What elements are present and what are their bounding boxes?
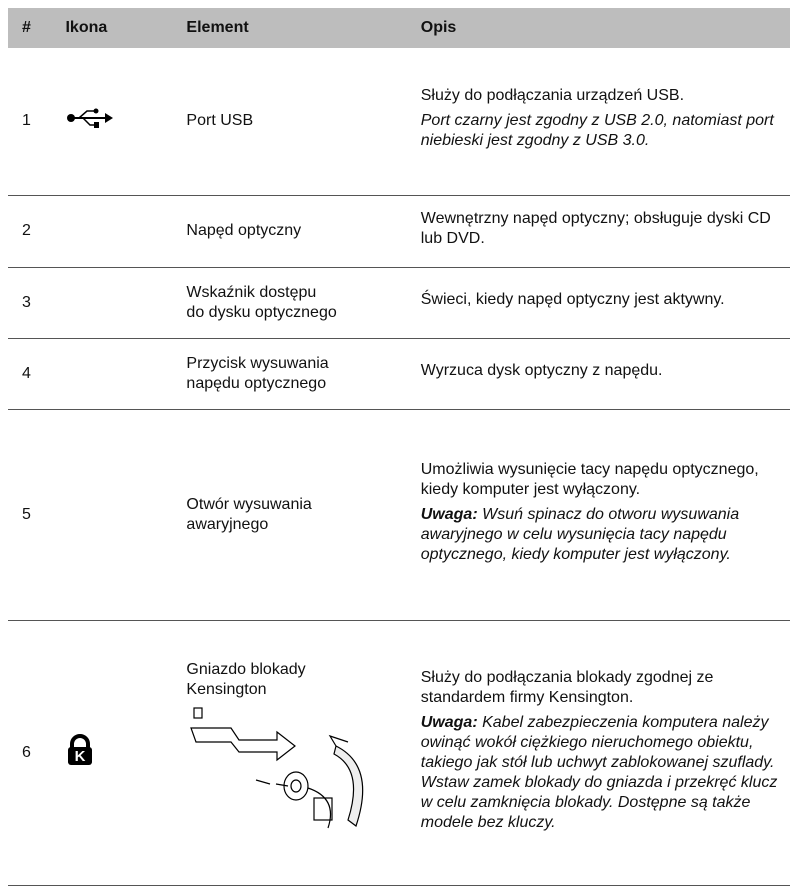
description-cell: Umożliwia wysunięcie tacy napędu optyczn… [420, 409, 790, 621]
paragraph: Wewnętrzny napęd optyczny; obsługuje dys… [421, 209, 784, 249]
header-cell: Element [186, 8, 421, 48]
icon-cell [65, 48, 187, 196]
svg-text:K: K [75, 748, 86, 765]
element-line: Otwór wysuwania [186, 495, 312, 513]
element-line: Przycisk wysuwania [186, 354, 329, 372]
element-line: Wskaźnik dostępu [186, 283, 317, 301]
element-line: Port USB [186, 112, 254, 130]
element-line: awaryjnego [186, 515, 269, 533]
number-cell: 1 [8, 48, 66, 196]
number-cell: 2 [8, 195, 66, 268]
icon-cell [65, 409, 187, 621]
paragraph: Służy do podłączania urządzeń USB. [421, 86, 784, 106]
note-label: Uwaga: [420, 505, 478, 523]
row: 5 Otwór wysuwania awaryjnego Umożliwia wysu… [8, 409, 790, 621]
paragraph: Służy do podłączania blokady zgodnej ze … [421, 668, 784, 708]
number-cell: 5 [8, 409, 66, 621]
header-cell: # [8, 8, 66, 48]
kensington-icon: K [68, 733, 93, 765]
row: 4 Przycisk wysuwania napędu optycznego Wyrz… [8, 338, 790, 410]
paragraph: Świeci, kiedy napęd optyczny jest aktywn… [421, 290, 784, 310]
header-cell: Ikona [65, 8, 187, 48]
spec-table: # Ikona Element Opis 1 Port USB Służy do p… [8, 8, 790, 886]
element-line: napędu optycznego [186, 374, 327, 392]
paragraph: Umożliwia wysunięcie tacy napędu optyczn… [421, 460, 784, 500]
element-line: Gniazdo blokady [186, 660, 306, 678]
text: Służy do podłączania urządzeń USB. [420, 87, 685, 105]
row: 2 Napęd optyczny Wewnętrzny napęd optyczny… [8, 195, 790, 268]
icon-cell [65, 195, 187, 268]
element-line: Kensington [186, 680, 267, 698]
description-cell: Służy do podłączania urządzeń USB. Port c… [420, 48, 790, 196]
usb-icon [67, 108, 114, 129]
header-row: # Ikona Element Opis [8, 8, 790, 48]
text: Służy do podłączania blokady zgodnej ze … [420, 668, 714, 706]
icon-cell: K [65, 620, 187, 886]
element-cell: Port USB [186, 48, 421, 196]
text: Świeci, kiedy napęd optyczny jest aktywn… [420, 291, 725, 308]
note-text: Wsuń spinacz do otworu wysuwania awaryjn… [420, 505, 740, 563]
header-cell: Opis [420, 8, 790, 48]
number-cell: 6 [8, 620, 66, 886]
paragraph: Uwaga: Wsuń spinacz do otworu wysuwania … [421, 505, 784, 565]
row: 3 Wskaźnik dostępu do dysku optycznego Świe… [8, 267, 790, 339]
note-text: Kabel zabezpieczenia komputera należy ow… [420, 713, 778, 831]
text: Wewnętrzny napęd optyczny; obsługuje dys… [420, 209, 771, 247]
paragraph: Port czarny jest zgodny z USB 2.0, natom… [421, 111, 784, 151]
row: 6 K Gniazdo blokady Kensington Służy do podł… [8, 620, 790, 886]
icon-cell [65, 267, 187, 339]
paragraph: Wyrzuca dysk optyczny z napędu. [421, 361, 784, 381]
text: Wyrzuca dysk optyczny z napędu. [420, 362, 663, 379]
icon-cell [65, 338, 187, 410]
row: 1 Port USB Służy do podłączania urządzeń U… [8, 48, 790, 196]
element-cell: Gniazdo blokady Kensington [186, 620, 421, 886]
description-cell: Świeci, kiedy napęd optyczny jest aktywn… [420, 267, 790, 339]
description-cell: Służy do podłączania blokady zgodnej ze … [420, 620, 790, 886]
element-cell: Wskaźnik dostępu do dysku optycznego [186, 267, 421, 339]
paragraph: Uwaga: Kabel zabezpieczenia komputera na… [421, 713, 784, 833]
description-cell: Wyrzuca dysk optyczny z napędu. [420, 338, 790, 410]
element-line: do dysku optycznego [186, 303, 337, 321]
element-line: Napęd optyczny [186, 222, 302, 239]
element-cell: Otwór wysuwania awaryjnego [186, 409, 421, 621]
element-cell: Napęd optyczny [186, 195, 421, 268]
number-cell: 4 [8, 338, 66, 410]
description-cell: Wewnętrzny napęd optyczny; obsługuje dys… [420, 195, 790, 268]
note-label: Uwaga: [420, 713, 478, 731]
text: Umożliwia wysunięcie tacy napędu optyczn… [420, 460, 759, 498]
number-cell: 3 [8, 267, 66, 339]
text: Port czarny jest zgodny z USB 2.0, natom… [420, 112, 774, 150]
element-cell: Przycisk wysuwania napędu optycznego [186, 338, 421, 410]
lock-illustration [190, 706, 364, 828]
